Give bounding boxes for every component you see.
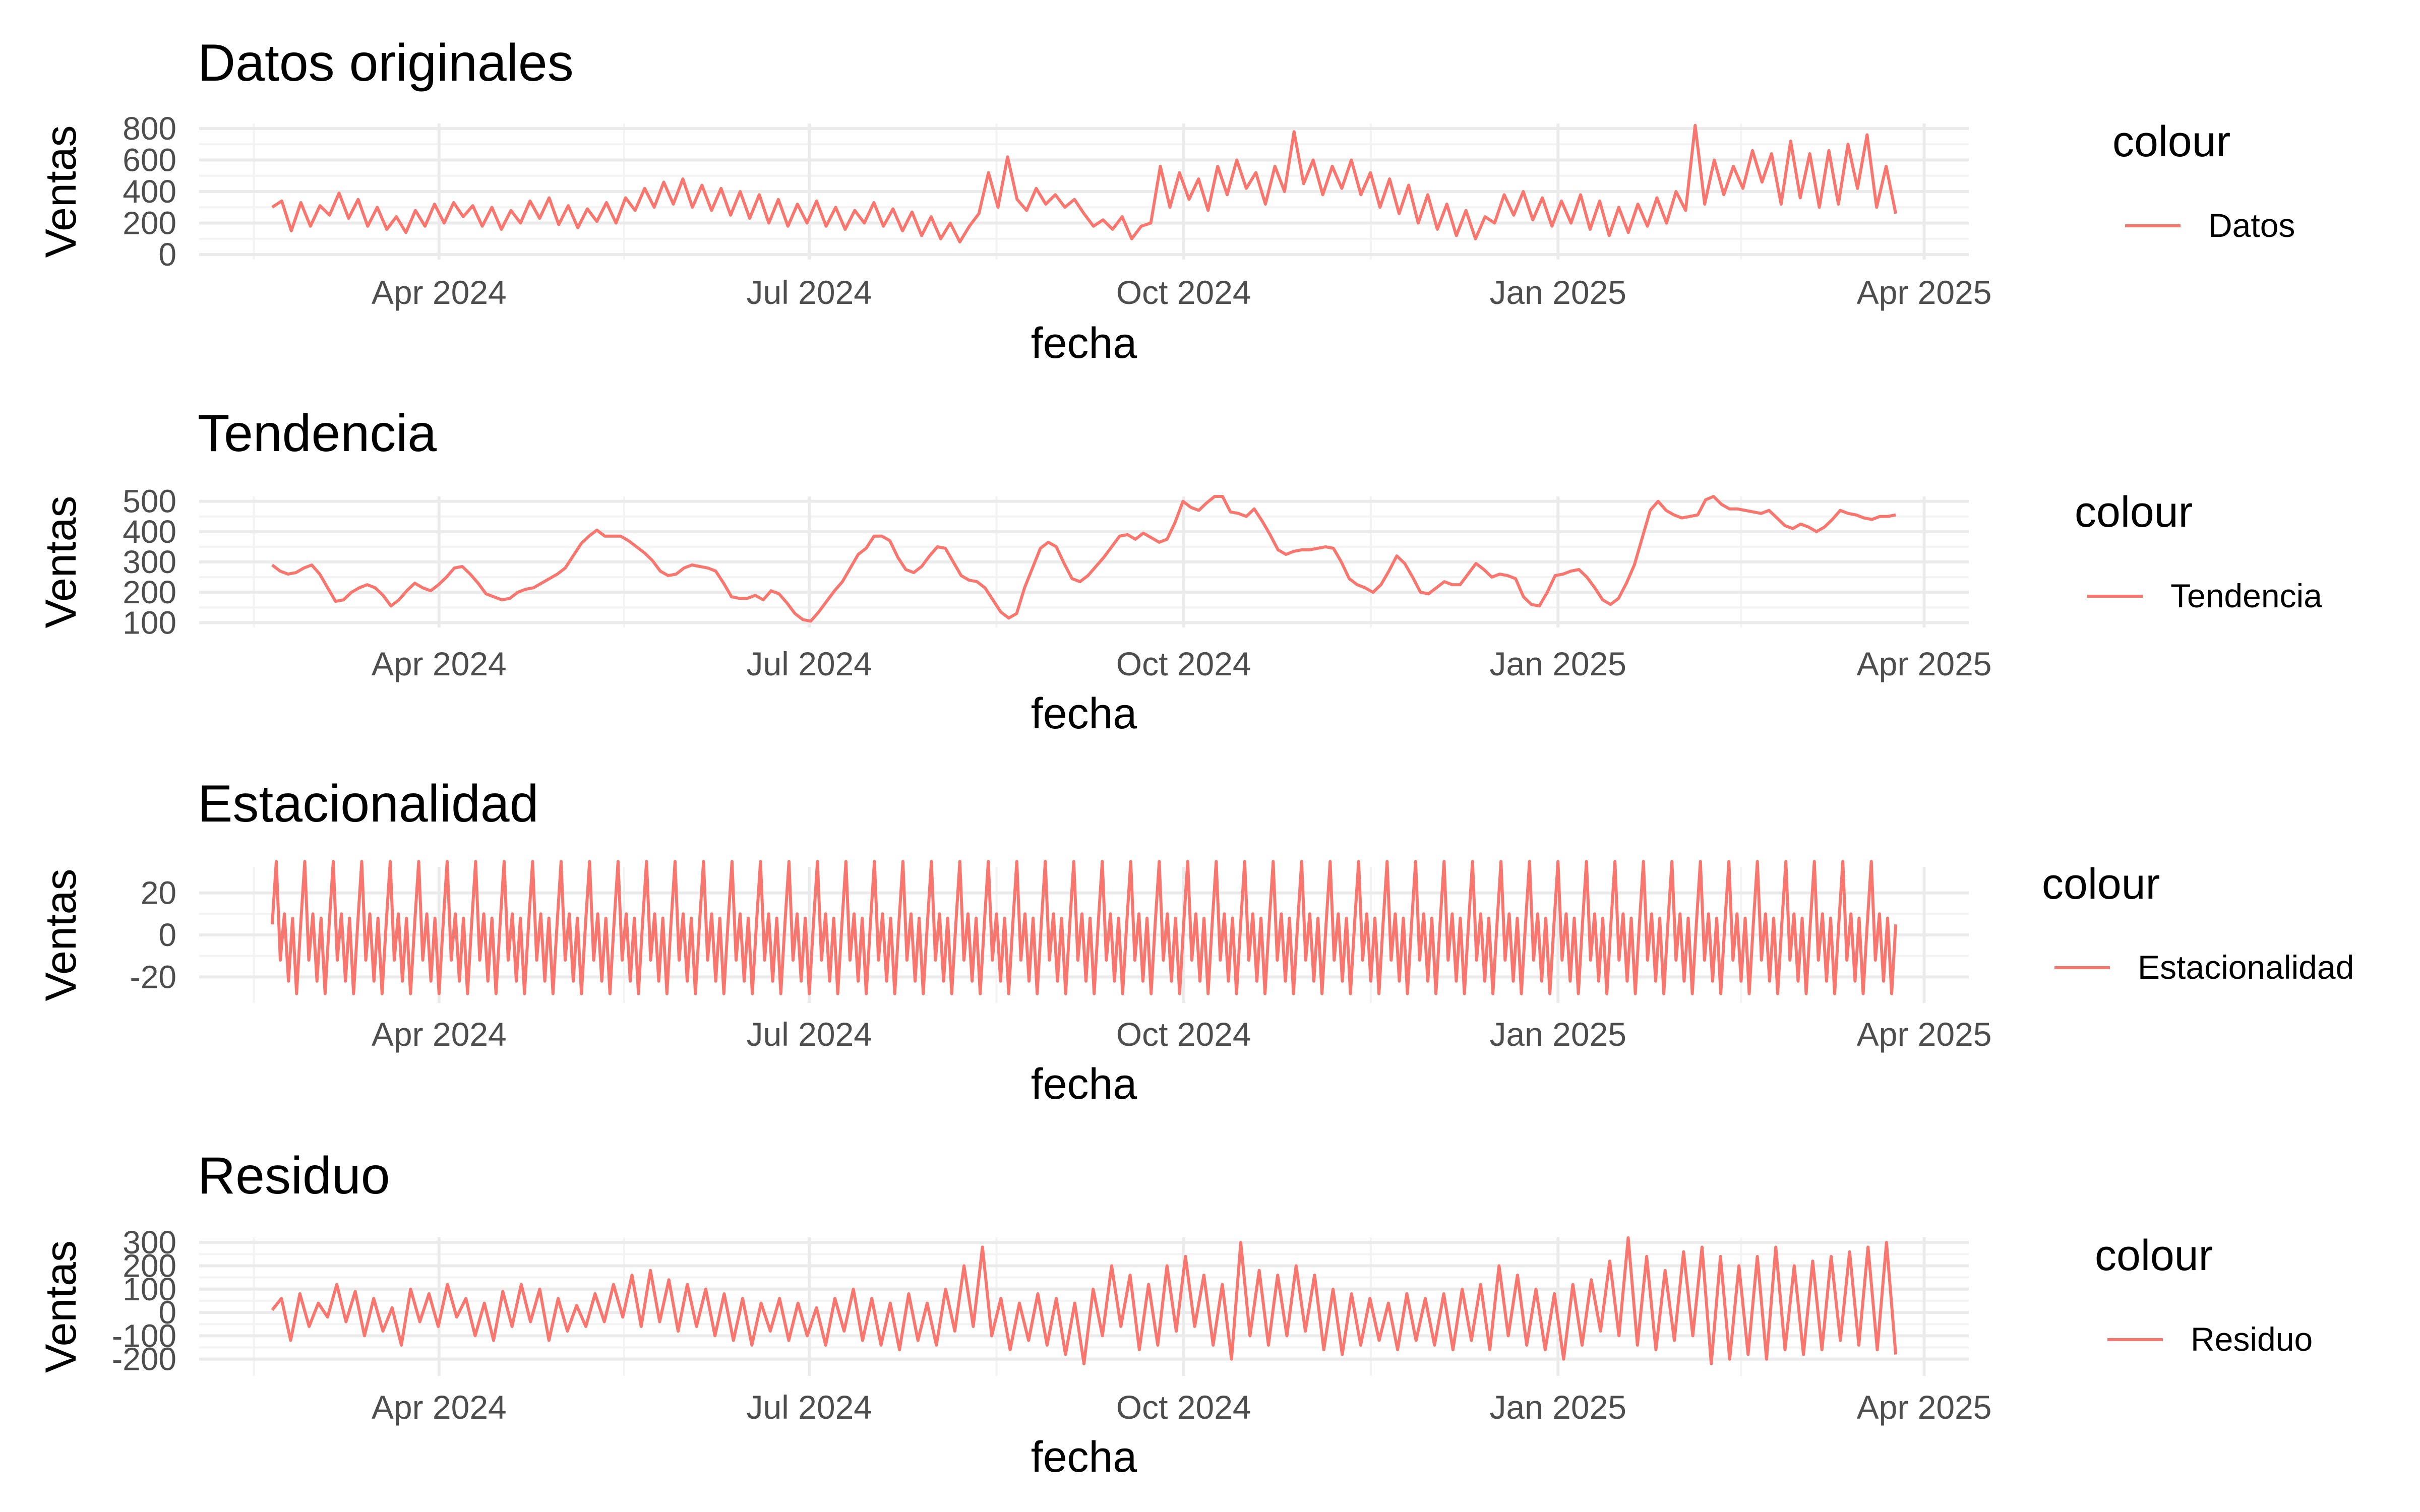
legend-title: colour (2075, 488, 2193, 536)
x-tick-label: Apr 2024 (372, 645, 507, 682)
y-tick-label: -100 (112, 1317, 176, 1354)
panel-title: Datos originales (198, 34, 574, 92)
y-axis-label: Ventas (37, 125, 85, 258)
y-axis-label: Ventas (37, 1240, 85, 1373)
x-tick-label: Apr 2024 (372, 274, 507, 311)
x-tick-label: Apr 2024 (372, 1389, 507, 1426)
x-tick-label: Jan 2025 (1489, 1016, 1626, 1053)
x-tick-label: Oct 2024 (1116, 274, 1251, 311)
series-line (271, 495, 1896, 623)
legend: colour Tendencia (2075, 488, 2322, 614)
x-tick-label: Jul 2024 (746, 645, 872, 682)
panel-title: Estacionalidad (198, 775, 538, 833)
x-tick-label: Apr 2025 (1857, 274, 1992, 311)
y-tick-label: 0 (158, 1294, 176, 1331)
y-tick-label: 100 (123, 1271, 176, 1307)
y-tick-label: 100 (123, 604, 176, 641)
y-tick-label: -20 (130, 959, 177, 995)
x-tick-label: Apr 2025 (1857, 1389, 1992, 1426)
x-axis-label: fecha (1031, 1060, 1137, 1108)
y-axis-label: Ventas (37, 869, 85, 1001)
legend: colour Residuo (2095, 1231, 2313, 1358)
x-tick-label: Oct 2024 (1116, 645, 1251, 682)
y-tick-label: -200 (112, 1341, 176, 1377)
legend-label: Estacionalidad (2138, 949, 2354, 986)
legend-title: colour (2112, 117, 2230, 166)
x-tick-label: Oct 2024 (1116, 1016, 1251, 1053)
y-axis-label: Ventas (37, 496, 85, 628)
panel-3: Estacionalidad -20 0 20 Apr 2024 Jul 2024 Oct … (37, 775, 2354, 1108)
y-tick-label: 0 (158, 236, 176, 273)
legend-title: colour (2042, 860, 2160, 908)
x-tick-label: Oct 2024 (1116, 1389, 1251, 1426)
y-tick-label: 0 (158, 917, 176, 953)
y-tick-label: 300 (123, 1224, 176, 1261)
y-tick-label: 200 (123, 1247, 176, 1284)
legend: colour Datos (2112, 117, 2295, 244)
y-tick-label: 200 (123, 574, 176, 610)
panel-title: Tendencia (198, 404, 437, 463)
x-axis-label: fecha (1031, 1433, 1137, 1481)
y-tick-label: 400 (123, 173, 176, 210)
panel-title: Residuo (198, 1147, 390, 1205)
x-tick-label: Jan 2025 (1489, 1389, 1626, 1426)
series-line (270, 860, 1898, 995)
x-axis-label: fecha (1031, 689, 1137, 738)
y-tick-label: 300 (123, 544, 176, 580)
y-tick-label: 600 (123, 142, 176, 178)
y-tick-label: 400 (123, 514, 176, 550)
x-tick-label: Jan 2025 (1489, 645, 1626, 682)
legend-label: Tendencia (2170, 577, 2322, 614)
series-line (271, 123, 1898, 243)
x-tick-label: Jul 2024 (746, 1389, 872, 1426)
x-axis-label: fecha (1031, 319, 1137, 367)
series-line (271, 1236, 1898, 1365)
x-tick-label: Jul 2024 (746, 1016, 872, 1053)
x-tick-label: Apr 2025 (1857, 645, 1992, 682)
x-tick-label: Apr 2025 (1857, 1016, 1992, 1053)
x-tick-label: Jul 2024 (746, 274, 872, 311)
x-tick-label: Apr 2024 (372, 1016, 507, 1053)
y-tick-label: 200 (123, 205, 176, 241)
legend: colour Estacionalidad (2042, 860, 2354, 986)
y-tick-label: 800 (123, 110, 176, 147)
legend-label: Residuo (2191, 1320, 2313, 1358)
y-tick-label: 500 (123, 483, 176, 520)
y-tick-label: 20 (141, 875, 176, 911)
legend-title: colour (2095, 1231, 2213, 1280)
legend-label: Datos (2208, 207, 2295, 244)
x-tick-label: Jan 2025 (1489, 274, 1626, 311)
